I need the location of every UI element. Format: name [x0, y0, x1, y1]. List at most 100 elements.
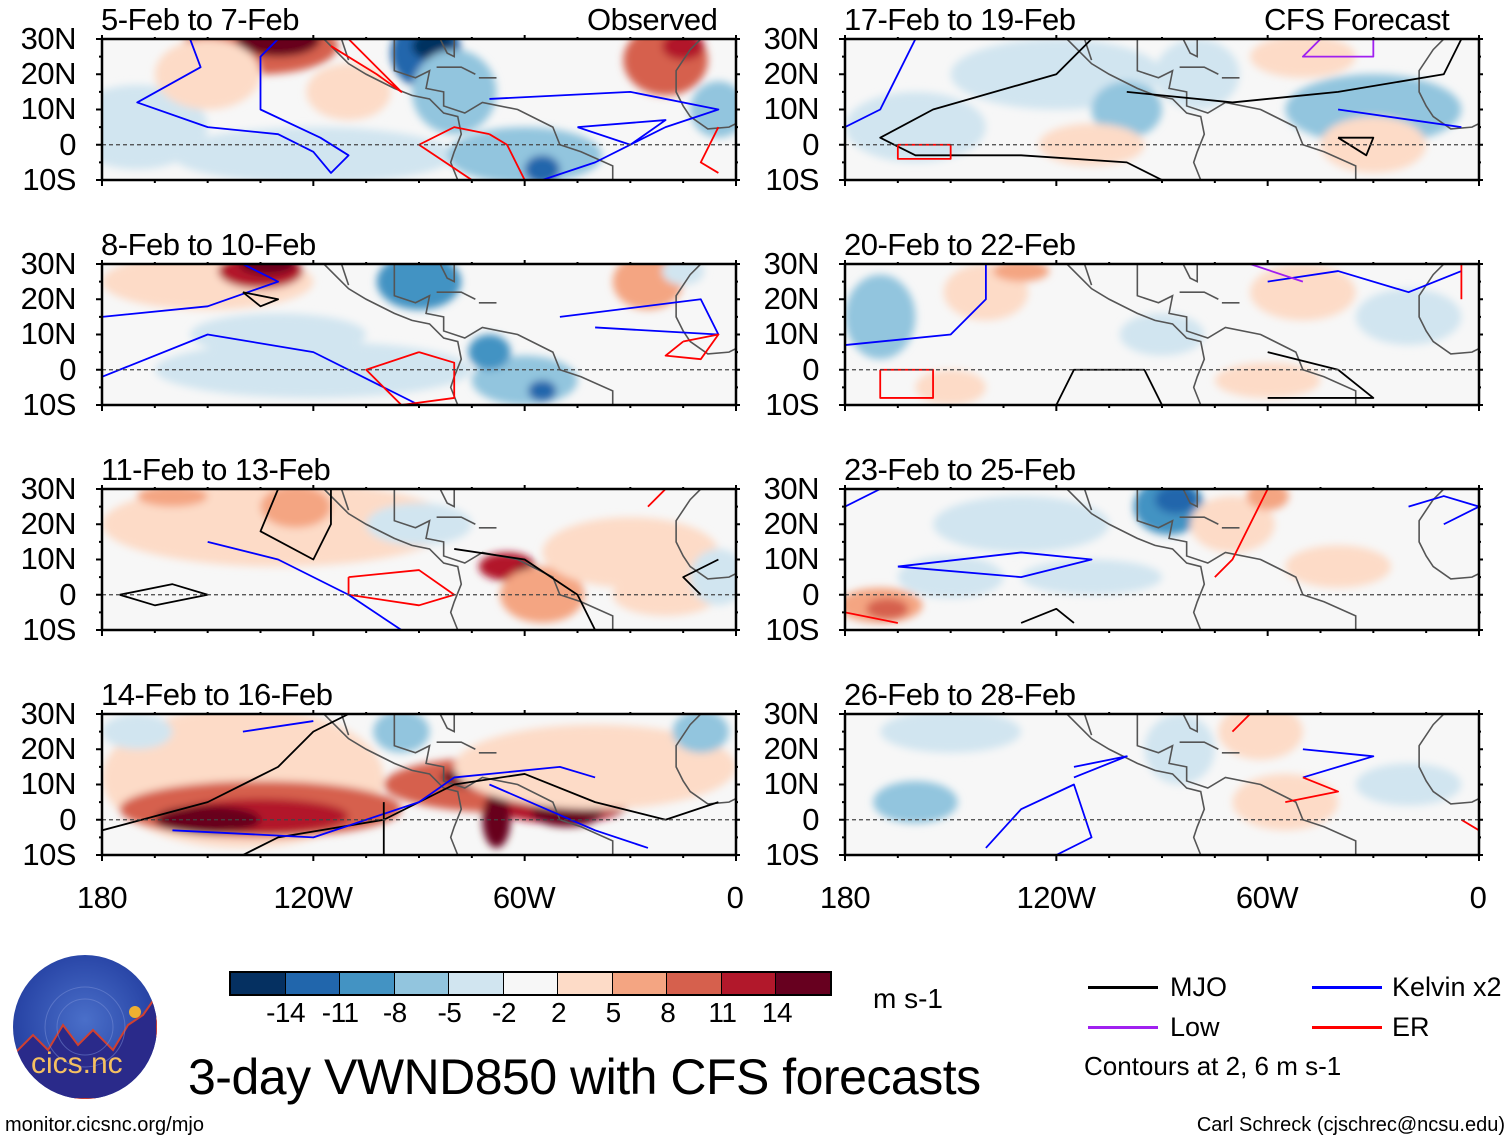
lat-label: 10S [765, 161, 819, 197]
panel-title: 14-Feb to 16-Feb [101, 677, 333, 712]
lat-label: 10N [20, 316, 77, 352]
coastline [1066, 489, 1206, 630]
lat-label: 10S [765, 611, 819, 647]
wind-anomaly-shading [542, 517, 719, 588]
wind-anomaly-shading [1246, 489, 1289, 511]
colorbar-swatch [776, 973, 830, 994]
wave-contour [102, 333, 420, 405]
wave-contour [647, 489, 667, 508]
footer-url[interactable]: monitor.cicsnc.org/mjo [5, 1114, 204, 1136]
lat-label: 10S [765, 386, 819, 422]
map-svg [96, 485, 740, 636]
coastline [340, 264, 350, 286]
lat-label: 10S [22, 836, 76, 872]
panel-title: 23-Feb to 25-Feb [844, 452, 1076, 487]
wave-contour [347, 569, 456, 607]
coastline [393, 264, 614, 405]
lat-label: 30N [763, 471, 820, 506]
wind-anomaly-shading [306, 63, 391, 121]
map-svg [839, 710, 1483, 861]
coastline [323, 489, 463, 630]
lat-label: 10N [763, 91, 820, 127]
lat-label: 20N [20, 56, 77, 92]
map-svg [839, 260, 1483, 411]
coastline [436, 741, 476, 750]
colorbar-swatch [449, 973, 504, 994]
wind-anomaly-shading [1021, 559, 1162, 595]
coastline [1083, 264, 1093, 286]
coastline [393, 39, 614, 180]
map-panel [96, 710, 740, 861]
wind-anomaly-shading [897, 555, 1004, 599]
wave-contour [1249, 264, 1304, 283]
wave-contour [897, 551, 1093, 579]
wind-anomaly-shading [447, 127, 603, 180]
lon-label-0-right: 0 [1469, 880, 1487, 915]
map-panel [839, 710, 1483, 861]
map-panel [96, 35, 740, 186]
wind-anomaly-shading [1154, 39, 1240, 110]
lon-label-0-left: 0 [726, 880, 744, 915]
wave-contour [845, 39, 917, 128]
coastline [1083, 39, 1093, 61]
legend-low-label: Low [1170, 1012, 1220, 1042]
colorbar-label: -14 [266, 997, 306, 1028]
lat-label: 20N [20, 506, 77, 542]
wave-contour [1267, 270, 1462, 294]
lat-label: 30N [763, 21, 820, 56]
coastline [436, 516, 476, 525]
wind-anomaly-shading [1119, 313, 1205, 356]
wave-contour [102, 714, 349, 832]
wave-contour [489, 783, 649, 849]
wave-contour [985, 783, 1093, 855]
wind-anomaly-shading [672, 714, 729, 753]
wind-anomaly-shading [1250, 39, 1356, 78]
wind-anomaly-shading [172, 127, 455, 180]
map-panel [839, 260, 1483, 411]
lat-label: 0 [802, 576, 819, 612]
wave-contour [172, 765, 596, 839]
lat-label: 10S [765, 836, 819, 872]
legend-er-label: ER [1392, 1012, 1430, 1042]
wave-contour [1337, 108, 1462, 129]
wind-anomaly-shading [992, 264, 1050, 282]
legend-kelvin-label: Kelvin x2 [1392, 972, 1502, 1002]
coastline [1418, 489, 1479, 580]
coastline [1418, 39, 1479, 130]
wave-contour [207, 541, 402, 630]
wave-contour [418, 126, 526, 180]
wind-anomaly-shading [845, 274, 916, 360]
wind-anomaly-shading [1190, 496, 1275, 553]
lat-label: 30N [20, 246, 77, 281]
wind-anomaly-shading [468, 334, 511, 370]
wave-contour [845, 611, 899, 624]
wind-anomaly-shading [690, 548, 736, 606]
lat-label: 20N [20, 281, 77, 317]
wind-anomaly-shading [102, 714, 173, 750]
wave-contour [1231, 714, 1303, 733]
coastline [1136, 714, 1357, 855]
wave-contour [1337, 136, 1375, 157]
wave-contour [1460, 802, 1479, 832]
wind-anomaly-shading [915, 369, 986, 405]
lat-label: 0 [59, 126, 76, 162]
lat-label: 0 [802, 351, 819, 387]
cfs-forecast-label: CFS Forecast [1264, 2, 1450, 37]
observed-label: Observed [587, 2, 718, 37]
map-panel [96, 485, 740, 636]
wind-anomaly-shading [1214, 362, 1321, 398]
lat-label: 0 [59, 801, 76, 837]
wave-contour [1408, 495, 1479, 526]
coastline [1136, 489, 1357, 630]
figure-title: 3-day VWND850 with CFS forecasts [188, 1049, 981, 1105]
map-svg [839, 35, 1483, 186]
lat-label: 20N [763, 56, 820, 92]
coastline [436, 66, 476, 75]
lon-label-60w-right: 60W [1235, 880, 1299, 915]
wave-contour [1020, 607, 1075, 624]
colorbar-label: -11 [321, 997, 359, 1028]
colorbar [229, 971, 832, 996]
wind-anomaly-shading [690, 81, 736, 138]
map-panel [96, 260, 740, 411]
wave-contour [699, 126, 720, 174]
